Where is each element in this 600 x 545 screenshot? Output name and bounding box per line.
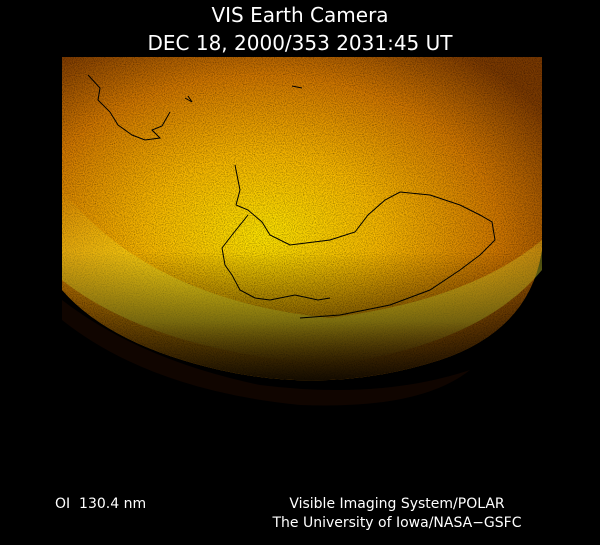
aurora-image (62, 57, 542, 406)
title: VIS Earth Camera (211, 3, 388, 27)
instrument: Visible Imaging System/POLAR (289, 496, 505, 512)
coastlines (87, 74, 496, 319)
institution: The University of Iowa/NASA−GSFC (271, 515, 521, 531)
wavelength: OI 130.4 nm (55, 496, 146, 512)
timestamp: DEC 18, 2000/353 2031:45 UT (148, 31, 454, 55)
